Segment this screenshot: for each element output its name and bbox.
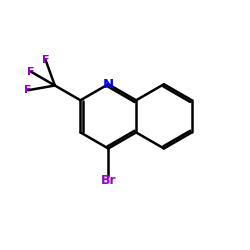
Text: F: F bbox=[24, 85, 32, 95]
Text: N: N bbox=[103, 78, 114, 91]
Text: F: F bbox=[28, 67, 35, 77]
Text: Br: Br bbox=[100, 174, 116, 187]
Text: F: F bbox=[42, 55, 49, 65]
